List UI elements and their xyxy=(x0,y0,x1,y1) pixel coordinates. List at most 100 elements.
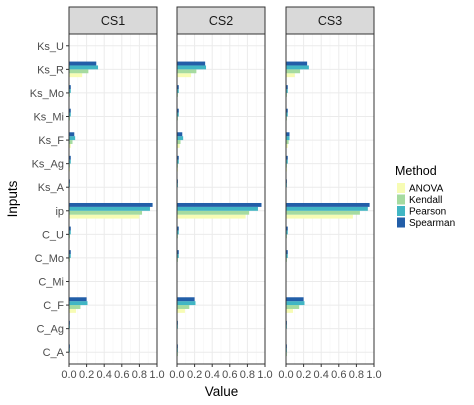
bar-anova-c_f xyxy=(286,308,294,313)
x-tick-label: 0.8 xyxy=(240,369,255,381)
bar-pearson-ks_f xyxy=(286,136,290,141)
bar-spearman-ks_mo xyxy=(286,85,288,90)
bar-kendall-ip xyxy=(177,210,250,215)
bar-spearman-c_mo xyxy=(177,250,179,255)
strip-background xyxy=(176,6,266,35)
bar-kendall-c_f xyxy=(286,305,300,309)
y-tick-label-c_a: C_A xyxy=(43,347,65,359)
bar-spearman-c_mo xyxy=(69,250,71,255)
y-tick-label-ks_ag: Ks_Ag xyxy=(32,159,64,171)
x-tick-label: 0.2 xyxy=(296,369,311,381)
bar-spearman-ks_ag xyxy=(177,155,179,160)
bar-spearman-ks_mi xyxy=(177,108,179,113)
bar-spearman-c_f xyxy=(69,297,87,302)
legend-label-spearman: Spearman xyxy=(409,218,455,229)
bar-anova-ip xyxy=(69,214,140,219)
legend-key-kendall xyxy=(397,194,405,205)
bar-anova-ks_r xyxy=(69,73,83,78)
bar-kendall-ip xyxy=(286,210,360,215)
bar-pearson-c_f xyxy=(286,301,305,306)
legend-key-anova xyxy=(397,183,405,193)
bar-anova-ip xyxy=(177,214,246,219)
bar-spearman-c_mo xyxy=(286,250,288,255)
y-tick-label-ks_u: Ks_U xyxy=(37,41,64,53)
legend-key-pearson xyxy=(397,206,405,216)
bar-spearman-ks_f xyxy=(286,132,290,137)
x-tick-label: 0.8 xyxy=(132,369,147,381)
x-tick-label: 0.6 xyxy=(331,369,346,381)
bar-pearson-c_mo xyxy=(177,254,179,258)
bar-spearman-c_f xyxy=(286,297,304,302)
bar-anova-ip xyxy=(286,214,353,219)
bar-pearson-ks_f xyxy=(69,136,76,141)
x-axis-title: Value xyxy=(205,384,239,399)
legend-key-spearman xyxy=(397,217,405,228)
bar-pearson-c_f xyxy=(69,301,88,306)
bar-pearson-ks_mi xyxy=(286,112,288,117)
x-tick-label: 0.4 xyxy=(205,369,220,381)
bar-spearman-ip xyxy=(177,202,262,207)
bar-spearman-ks_r xyxy=(177,61,206,66)
bar-anova-ks_f xyxy=(69,143,71,148)
x-tick-label: 0.4 xyxy=(97,369,112,381)
bar-pearson-ip xyxy=(177,206,258,211)
panel-cs3: CS3 0.0 0.2 0.4 0.6 0.8 1.0 xyxy=(278,6,382,381)
y-tick-label-ks_mi: Ks_Mi xyxy=(33,112,64,124)
bar-pearson-c_u xyxy=(177,230,179,235)
bar-spearman-ks_r xyxy=(69,61,97,66)
x-tick-label: 0.2 xyxy=(79,369,94,381)
legend-label-kendall: Kendall xyxy=(409,195,442,206)
bar-pearson-c_f xyxy=(177,301,196,306)
bar-pearson-ip xyxy=(286,206,368,211)
bar-kendall-ks_r xyxy=(69,69,89,74)
bar-spearman-ks_f xyxy=(177,132,183,137)
strip-background xyxy=(285,6,375,35)
bar-spearman-ks_ag xyxy=(286,155,288,160)
bar-anova-ks_f xyxy=(177,143,180,148)
legend-label-anova: ANOVA xyxy=(409,184,444,195)
bar-kendall-c_f xyxy=(69,305,81,309)
bar-kendall-ks_r xyxy=(286,69,301,74)
bar-kendall-ip xyxy=(69,210,143,215)
y-axis-title: Inputs xyxy=(5,180,20,217)
bar-anova-c_f xyxy=(177,308,185,313)
y-tick-label-c_f: C_F xyxy=(43,300,64,312)
x-tick-label: 0.0 xyxy=(278,369,293,381)
bar-spearman-ks_mi xyxy=(69,108,71,113)
x-tick-label: 0.6 xyxy=(222,369,237,381)
bar-spearman-ks_f xyxy=(69,132,75,137)
bar-kendall-c_f xyxy=(177,305,190,309)
x-tick-label: 0.6 xyxy=(114,369,129,381)
bar-anova-c_f xyxy=(69,308,77,313)
bar-anova-ks_r xyxy=(286,73,295,78)
legend-title: Method xyxy=(395,164,437,178)
y-tick-label-c_mo: C_Mo xyxy=(35,253,64,265)
bar-pearson-c_mo xyxy=(286,254,288,258)
bar-spearman-ks_r xyxy=(286,61,308,66)
bar-spearman-c_u xyxy=(69,226,71,231)
x-tick-label: 0.0 xyxy=(61,369,76,381)
bar-kendall-ks_f xyxy=(177,140,181,144)
bar-spearman-ks_mo xyxy=(69,85,71,90)
x-tick-label: 0.0 xyxy=(169,369,184,381)
bar-spearman-ip xyxy=(286,202,370,207)
bar-spearman-ks_mi xyxy=(286,108,288,113)
bar-anova-ks_f xyxy=(286,143,288,148)
bar-pearson-ks_ag xyxy=(69,159,71,164)
x-tick-label: 0.8 xyxy=(349,369,364,381)
bar-spearman-c_u xyxy=(177,226,179,231)
y-tick-label-ks_f: Ks_F xyxy=(38,135,64,147)
bar-anova-ks_r xyxy=(177,73,192,78)
bar-kendall-ks_f xyxy=(286,140,289,144)
x-tick-label: 1.0 xyxy=(366,369,381,381)
bar-kendall-ks_f xyxy=(69,140,73,144)
bar-pearson-c_u xyxy=(69,230,71,235)
y-tick-label-ks_r: Ks_R xyxy=(37,64,64,76)
x-tick-label: 0.2 xyxy=(187,369,202,381)
bar-spearman-c_f xyxy=(177,297,195,302)
bar-spearman-ks_ag xyxy=(69,155,71,160)
bar-pearson-ks_ag xyxy=(177,159,179,164)
bar-pearson-ks_mi xyxy=(69,112,71,117)
